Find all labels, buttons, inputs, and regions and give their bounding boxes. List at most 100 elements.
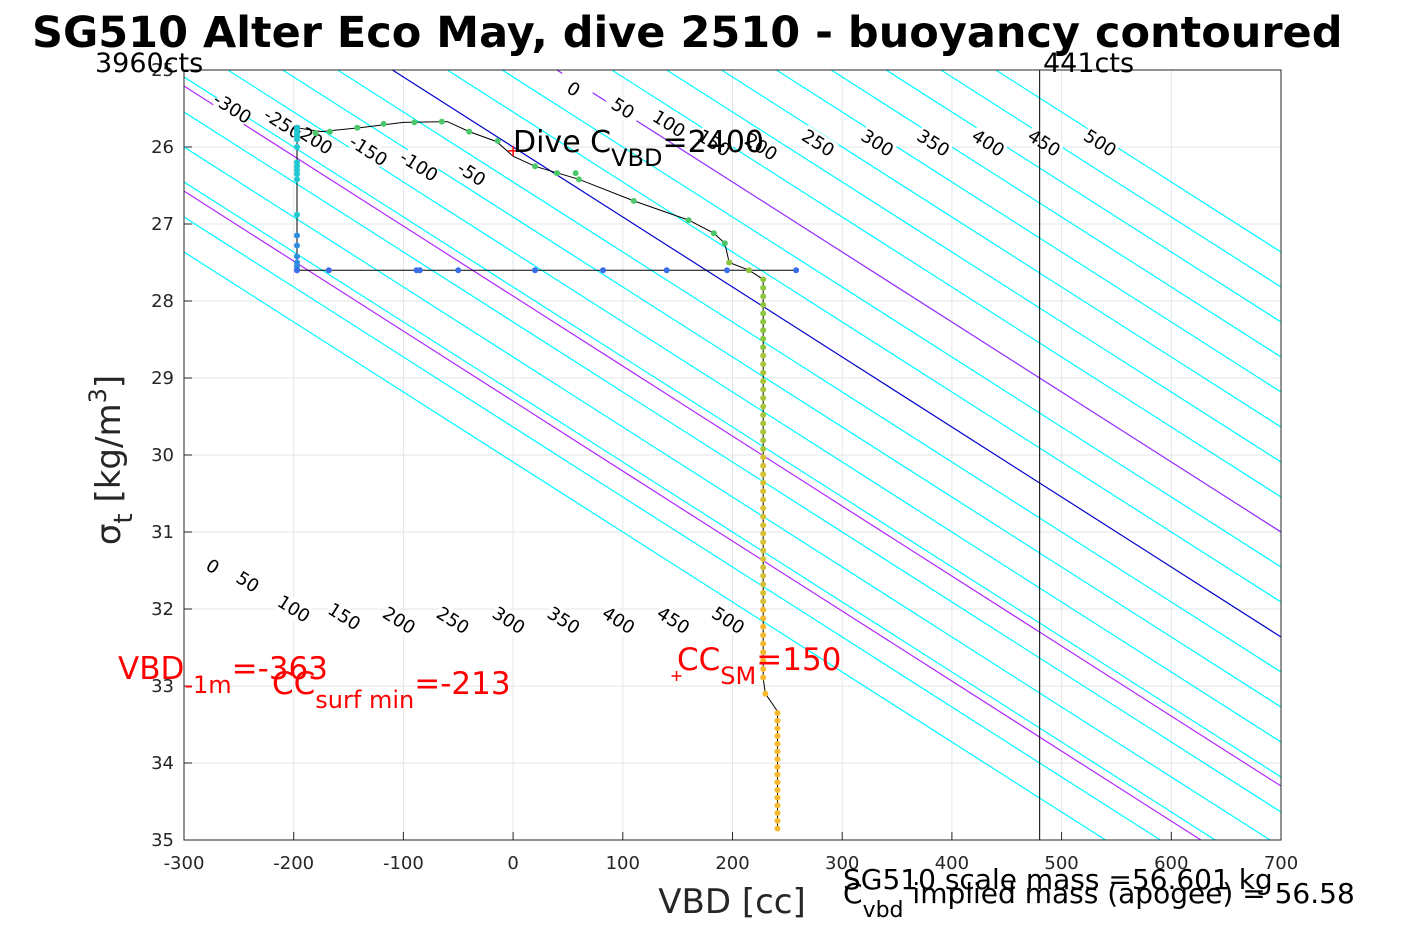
profile-point xyxy=(760,589,767,596)
profile-point xyxy=(293,253,300,260)
profile-point xyxy=(774,825,781,832)
highlight-contour-line xyxy=(184,190,1202,840)
cc-sm-label: CCSM=150 xyxy=(677,642,841,690)
profile-point xyxy=(760,564,767,571)
profile-point xyxy=(411,119,418,126)
profile-point xyxy=(760,555,767,562)
climb-point xyxy=(325,267,332,274)
climb-point xyxy=(600,267,607,274)
contour-label-bg xyxy=(398,148,440,185)
y-tick-labels: 25 26 27 28 29 30 31 32 33 34 35 xyxy=(151,60,174,851)
y-tick-label: 29 xyxy=(151,368,174,389)
x-axis-label: VBD [cc] xyxy=(658,882,806,922)
contour-label-bg xyxy=(262,105,304,143)
profile-point xyxy=(726,259,733,266)
profile-point xyxy=(760,327,767,334)
profile-point xyxy=(760,378,767,385)
climb-point xyxy=(532,267,539,274)
x-tick-label: 0 xyxy=(507,853,518,874)
contour-line xyxy=(446,70,1281,603)
x-tick-label: 600 xyxy=(1154,853,1188,874)
profile-point xyxy=(760,488,767,495)
profile-point xyxy=(774,717,781,724)
profile-point xyxy=(532,163,539,170)
profile-point xyxy=(466,128,473,135)
contour-line xyxy=(776,70,1281,393)
profile-point xyxy=(380,120,387,127)
profile-point xyxy=(760,293,767,300)
grid-lines xyxy=(183,69,1282,841)
x-tick-label: 400 xyxy=(935,853,969,874)
profile-point xyxy=(745,267,752,274)
profile-point xyxy=(760,411,767,418)
profile-points xyxy=(293,118,800,832)
climb-point xyxy=(663,267,670,274)
profile-point xyxy=(760,666,767,673)
contour-label-bg xyxy=(211,90,253,127)
profile-point xyxy=(760,284,767,291)
contour-label-bg xyxy=(693,125,735,162)
profile-point xyxy=(774,802,781,809)
corner-label-right: 441cts xyxy=(1043,48,1134,79)
profile-point xyxy=(774,794,781,801)
profile-point xyxy=(760,513,767,520)
contour-line xyxy=(184,111,1281,813)
x-tick-label: 200 xyxy=(715,853,749,874)
contour-label-bg xyxy=(856,125,898,162)
y-tick-label: 31 xyxy=(151,522,174,543)
zero-contour-line xyxy=(392,70,1281,638)
profile-point xyxy=(760,598,767,605)
profile-point xyxy=(760,547,767,554)
profile-point xyxy=(774,763,781,770)
profile-point xyxy=(760,640,767,647)
x-tick-label: -200 xyxy=(273,853,314,874)
contour-label-bg xyxy=(450,155,492,193)
vbd-1m-label: VBD-1m=-363 xyxy=(118,651,328,699)
profile-point xyxy=(760,454,767,461)
profile-point xyxy=(553,170,560,177)
profile-point xyxy=(326,128,333,135)
contour-line xyxy=(995,70,1281,253)
profile-point xyxy=(774,786,781,793)
contour-line xyxy=(885,70,1281,323)
profile-point xyxy=(494,137,501,144)
climb-point xyxy=(724,267,731,274)
profile-point xyxy=(760,386,767,393)
contour-label-bg xyxy=(648,105,690,143)
climb-point xyxy=(416,267,423,274)
profile-point xyxy=(760,471,767,478)
contour-line xyxy=(184,181,1216,840)
profile-point xyxy=(293,211,300,218)
contour-line xyxy=(227,70,1281,743)
x-tick-label: -100 xyxy=(383,853,424,874)
profile-point xyxy=(760,462,767,469)
y-tick-label: 33 xyxy=(151,676,174,697)
profile-point xyxy=(774,810,781,817)
profile-point xyxy=(354,124,361,131)
scale-mass-label: SG510 scale mass =56.601 kg xyxy=(843,863,1273,896)
profile-point xyxy=(760,615,767,622)
profile-point xyxy=(774,779,781,786)
x-tick-label: 300 xyxy=(825,853,859,874)
profile-point xyxy=(774,817,781,824)
highlight-contour-line xyxy=(556,70,1281,533)
contour-label-bg xyxy=(1023,125,1065,162)
contour-label-bg xyxy=(597,602,639,639)
contour-label-bg xyxy=(543,602,585,639)
y-tick-label: 32 xyxy=(151,599,174,620)
contour-line xyxy=(184,146,1271,840)
contour-label-bg xyxy=(292,121,334,158)
contour-line xyxy=(940,70,1281,288)
profile-point xyxy=(760,581,767,588)
y-tick-label: 27 xyxy=(151,214,174,235)
contour-line xyxy=(611,70,1281,498)
y-tick-label: 35 xyxy=(151,830,174,851)
contour-label-bg xyxy=(602,90,644,127)
climb-point xyxy=(793,267,800,274)
y-tick-label: 26 xyxy=(151,137,174,158)
profile-point xyxy=(760,395,767,402)
x-tick-label: 100 xyxy=(606,853,640,874)
profile-point xyxy=(760,369,767,376)
profile-point xyxy=(760,539,767,546)
y-tick-label: 30 xyxy=(151,445,174,466)
